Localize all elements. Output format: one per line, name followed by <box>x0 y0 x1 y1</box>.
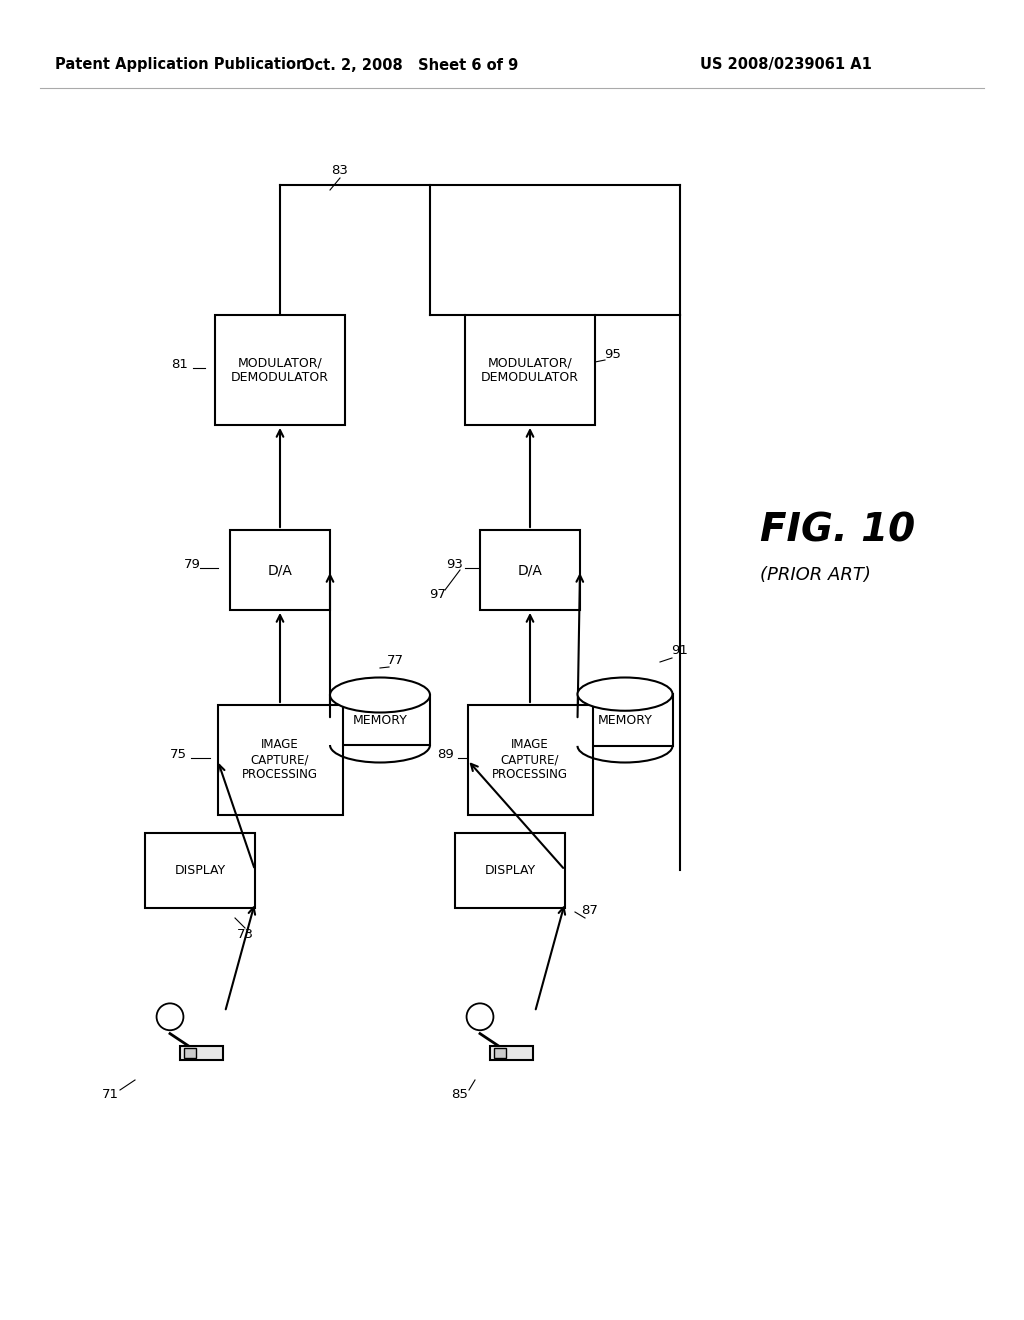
Text: (PRIOR ART): (PRIOR ART) <box>760 566 870 583</box>
Bar <box>215 315 345 425</box>
Text: D/A: D/A <box>267 564 293 577</box>
Bar <box>230 531 330 610</box>
FancyBboxPatch shape <box>490 1045 534 1060</box>
Text: MODULATOR/
DEMODULATOR: MODULATOR/ DEMODULATOR <box>231 356 329 384</box>
Text: Patent Application Publication: Patent Application Publication <box>55 58 306 73</box>
Text: DISPLAY: DISPLAY <box>484 863 536 876</box>
Bar <box>465 315 595 425</box>
Text: 77: 77 <box>386 653 403 667</box>
Text: 93: 93 <box>446 558 464 572</box>
Text: DISPLAY: DISPLAY <box>174 863 225 876</box>
Text: 95: 95 <box>604 348 622 362</box>
Text: MEMORY: MEMORY <box>352 714 408 726</box>
Ellipse shape <box>578 677 673 710</box>
Text: 81: 81 <box>172 359 188 371</box>
FancyBboxPatch shape <box>180 1045 223 1060</box>
Bar <box>217 705 342 814</box>
Bar <box>468 705 593 814</box>
Text: FIG. 10: FIG. 10 <box>760 511 915 549</box>
Text: 85: 85 <box>452 1089 468 1101</box>
Circle shape <box>467 1003 494 1030</box>
Text: 97: 97 <box>429 589 446 602</box>
Text: 91: 91 <box>672 644 688 656</box>
Text: 73: 73 <box>237 928 254 941</box>
Text: Oct. 2, 2008   Sheet 6 of 9: Oct. 2, 2008 Sheet 6 of 9 <box>302 58 518 73</box>
Bar <box>494 1048 506 1057</box>
Text: IMAGE
CAPTURE/
PROCESSING: IMAGE CAPTURE/ PROCESSING <box>242 738 318 781</box>
Bar <box>330 696 430 744</box>
Text: 83: 83 <box>332 164 348 177</box>
Bar <box>145 833 255 908</box>
Circle shape <box>157 1003 183 1030</box>
Text: 75: 75 <box>170 748 186 762</box>
Text: 71: 71 <box>101 1089 119 1101</box>
Text: 89: 89 <box>436 748 454 762</box>
Ellipse shape <box>330 677 430 713</box>
Bar <box>455 833 565 908</box>
Text: IMAGE
CAPTURE/
PROCESSING: IMAGE CAPTURE/ PROCESSING <box>492 738 568 781</box>
Text: 79: 79 <box>183 558 201 572</box>
Text: D/A: D/A <box>517 564 543 577</box>
Bar <box>578 694 673 746</box>
Text: 87: 87 <box>582 903 598 916</box>
Text: US 2008/0239061 A1: US 2008/0239061 A1 <box>700 58 871 73</box>
Bar <box>480 531 580 610</box>
Bar <box>183 1048 196 1057</box>
Text: MODULATOR/
DEMODULATOR: MODULATOR/ DEMODULATOR <box>481 356 579 384</box>
Text: MEMORY: MEMORY <box>598 714 652 726</box>
